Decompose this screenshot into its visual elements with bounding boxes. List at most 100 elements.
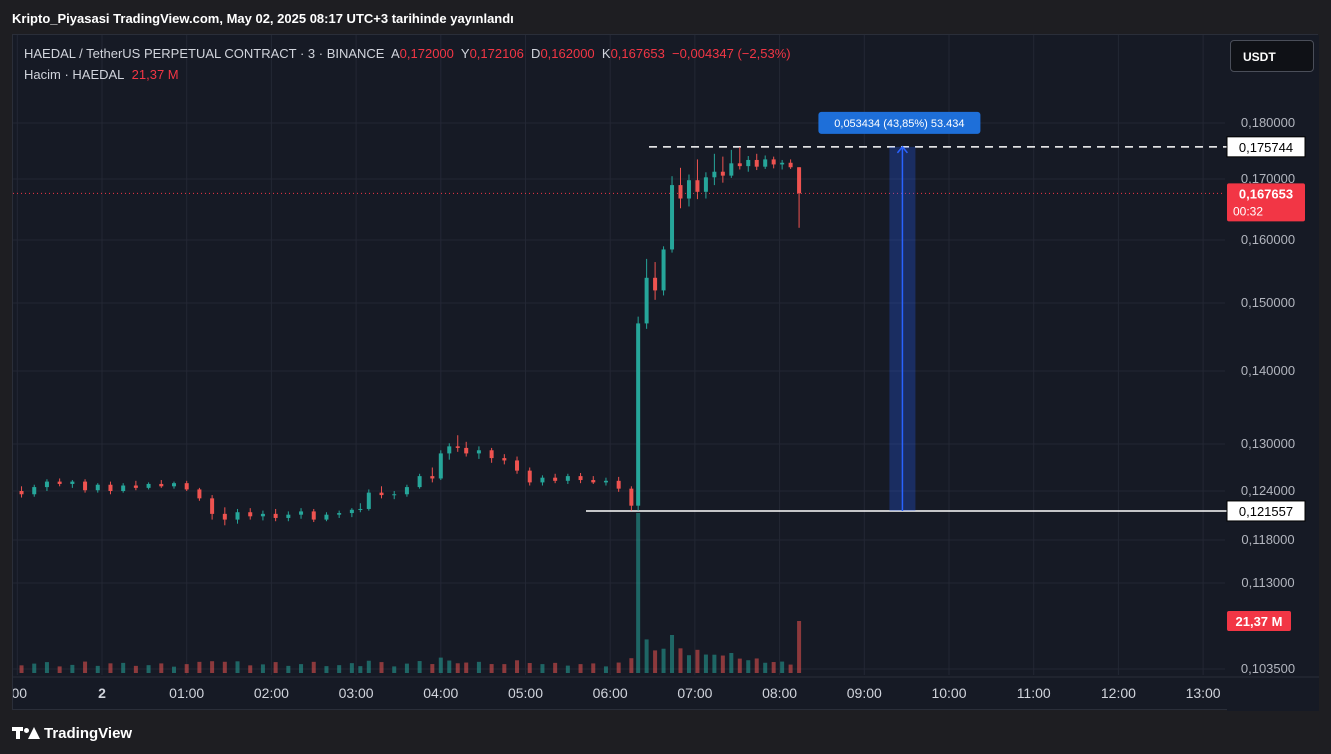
measure-arrow-head — [896, 145, 908, 154]
volume-bar — [771, 662, 776, 673]
volume-bar — [489, 664, 494, 673]
candle-body — [464, 447, 469, 454]
candle-body — [565, 476, 570, 481]
volume-bar — [260, 664, 265, 673]
volume-bar — [670, 635, 675, 673]
legend-ohlc: HAEDAL / TetherUS PERPETUAL CONTRACT · 3… — [24, 46, 791, 61]
legend-volume-label[interactable]: Hacim · HAEDAL — [24, 67, 125, 82]
candlestick-chart[interactable]: 0,053434 (43,85%) 53.434 0,180000 0,170000… — [13, 35, 1319, 711]
volume-bar — [349, 663, 354, 673]
candle-body — [349, 509, 354, 514]
volume-bar — [235, 661, 240, 673]
line-price-label: 0,121557 — [1239, 504, 1293, 519]
volume-bar — [515, 660, 520, 673]
candle-body — [695, 180, 700, 192]
price-tick-label: 0,124000 — [1241, 483, 1295, 498]
price-tick-label: 0,170000 — [1241, 171, 1295, 186]
volume-bar — [121, 662, 126, 673]
price-tick-label: 0,130000 — [1241, 436, 1295, 451]
legend-close: 0,167653 — [610, 46, 665, 61]
candle-body — [286, 514, 291, 518]
candle-body — [379, 492, 384, 496]
currency-button[interactable]: USDT — [1230, 40, 1314, 72]
volume-bar — [19, 665, 24, 673]
volume-bar — [553, 662, 558, 673]
time-tick-label: 09:00 — [847, 685, 882, 701]
time-tick-label: :00 — [13, 685, 27, 701]
volume-bar — [686, 655, 691, 673]
time-tick-label: 04:00 — [423, 685, 458, 701]
legend-high: 0,172106 — [469, 46, 524, 61]
volume-bar — [70, 664, 75, 673]
volume-bar — [763, 662, 768, 673]
volume-bar — [417, 661, 422, 673]
volume-bar — [754, 658, 759, 673]
time-tick-label: 10:00 — [931, 685, 966, 701]
candle-body — [83, 481, 88, 491]
candle-body — [447, 446, 452, 454]
volume-axis-label: 21,37 M — [1236, 614, 1283, 629]
legend-low: 0,162000 — [540, 46, 595, 61]
volume-bar — [210, 661, 215, 673]
candle-body — [248, 512, 253, 517]
volume-bar — [447, 660, 452, 673]
candle-body — [95, 484, 100, 491]
legend-high-label: Y — [460, 46, 470, 61]
tradingview-brand[interactable]: TradingView — [44, 724, 133, 742]
candle-body — [210, 498, 215, 514]
volume-bar — [603, 666, 608, 673]
price-tick-label: 0,118000 — [1241, 532, 1294, 547]
time-tick-label: 11:00 — [1017, 685, 1051, 701]
candle-body — [299, 511, 304, 515]
footer: TradingView — [12, 722, 132, 744]
published-caption: Kripto_Piyasasi TradingView.com, May 02,… — [12, 11, 514, 26]
time-tick-label: 01:00 — [169, 685, 204, 701]
line-price-box — [1226, 500, 1306, 522]
volume-bar — [661, 648, 666, 673]
time-tick-label: 2 — [98, 685, 106, 701]
volume-bar — [438, 657, 443, 673]
volume-bar — [695, 649, 700, 673]
volume-bar — [502, 664, 507, 673]
candle-body — [788, 162, 793, 168]
volume-bar — [780, 661, 785, 673]
candle-body — [797, 167, 802, 194]
volume-bar — [337, 665, 342, 673]
volume-bar — [95, 665, 100, 673]
legend-symbol[interactable]: HAEDAL / TetherUS PERPETUAL CONTRACT · 3… — [24, 46, 385, 61]
volume-bar — [703, 654, 708, 673]
volume-bar — [392, 666, 397, 673]
line-price-label: 0,175744 — [1239, 140, 1293, 155]
volume-bar — [133, 665, 138, 673]
time-tick-label: 06:00 — [593, 685, 628, 701]
candle-body — [273, 513, 278, 518]
candle-body — [44, 481, 49, 488]
candle-body — [121, 485, 126, 491]
legend-volume-value: 21,37 M — [131, 67, 179, 82]
volume-bar — [159, 663, 164, 673]
legend-change: −0,004347 (−2,53%) — [672, 46, 791, 61]
candle-body — [661, 249, 666, 291]
candle-body — [670, 185, 675, 250]
candle-body — [527, 470, 532, 483]
volume-bar — [184, 664, 189, 673]
candle-body — [771, 159, 776, 165]
chart-frame[interactable]: 0,053434 (43,85%) 53.434 0,180000 0,170000… — [12, 34, 1319, 711]
price-tick-label: 0,160000 — [1241, 232, 1295, 247]
volume-bar — [616, 662, 621, 673]
volume-bar — [797, 621, 802, 673]
volume-bar — [540, 664, 545, 673]
volume-bar — [146, 665, 151, 673]
candle-body — [404, 487, 409, 495]
time-tick-label: 13:00 — [1186, 685, 1221, 701]
candle-body — [489, 450, 494, 459]
volume-bar — [636, 513, 641, 673]
candle-body — [540, 477, 545, 483]
candle-body — [720, 171, 725, 176]
candle-body — [515, 460, 520, 471]
candle-body — [636, 323, 641, 506]
volume-bar — [366, 660, 371, 673]
candle-body — [476, 450, 481, 454]
candle-body — [57, 481, 62, 484]
time-tick-label: 05:00 — [508, 685, 543, 701]
